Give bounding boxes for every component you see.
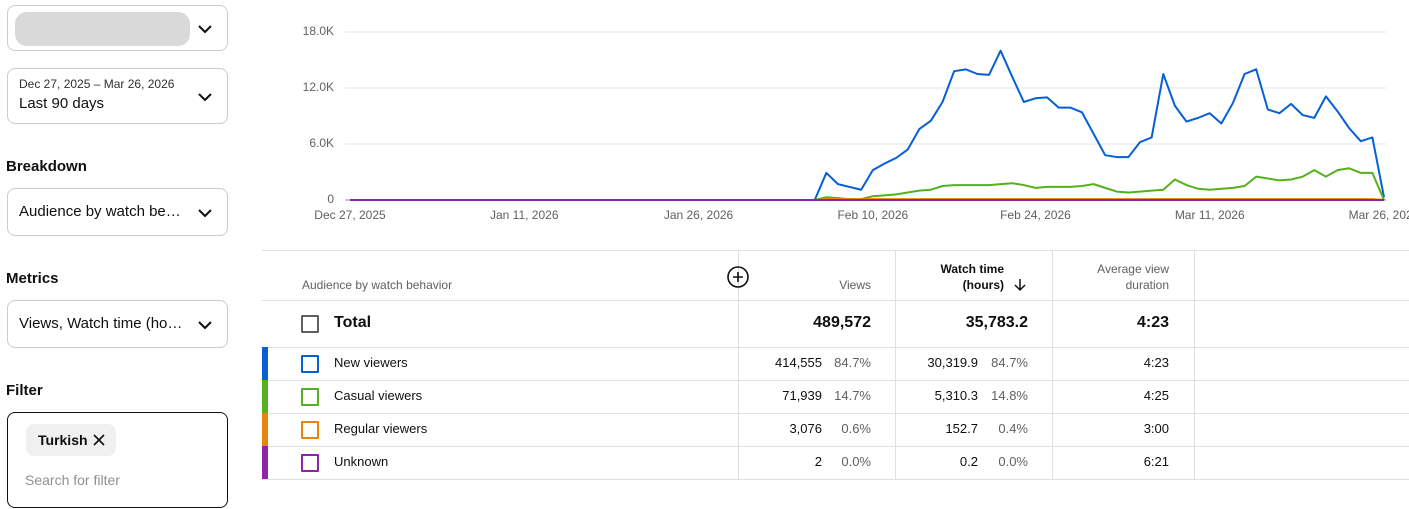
- checkbox[interactable]: [301, 355, 319, 373]
- y-tick-label: 0: [327, 192, 334, 206]
- total-avg-duration: 4:23: [1136, 314, 1169, 331]
- row-border: [262, 413, 1409, 414]
- chevron: [198, 25, 212, 34]
- row-border: [262, 446, 1409, 447]
- row-views-share: 84.7%: [834, 355, 871, 370]
- row-watch-share: 84.7%: [991, 355, 1028, 370]
- row-stripe: [262, 413, 268, 446]
- add-metric[interactable]: [726, 265, 750, 289]
- x-tick-label: Dec 27, 2025: [314, 208, 386, 222]
- row-views: 2: [814, 454, 822, 469]
- row-stripe: [262, 347, 268, 380]
- row-border: [262, 347, 1409, 348]
- row-border: [262, 380, 1409, 381]
- row-label: New viewers: [334, 355, 408, 370]
- y-tick-label: 18.0K: [303, 24, 334, 38]
- x-tick-label: Feb 10, 2026: [837, 208, 908, 222]
- header-views: Views: [839, 278, 871, 292]
- series-line: [350, 49, 1385, 201]
- row-views: 71,939: [782, 388, 822, 403]
- row-avg-duration: 3:00: [1143, 421, 1169, 436]
- x-tick-label: Feb 24, 2026: [1000, 208, 1071, 222]
- row-watch-share: 0.4%: [998, 421, 1028, 436]
- checkbox[interactable]: [301, 454, 319, 472]
- row-watch-time: 152.7: [945, 421, 978, 436]
- chart: 0 6.0K 12.0K 18.0K Dec 27, 2025 Jan 11, 2026 J…: [303, 24, 1409, 222]
- checkbox[interactable]: [301, 315, 319, 333]
- chip-label: Turkish: [38, 432, 88, 448]
- x-tick-label: Jan 11, 2026: [490, 208, 559, 222]
- header-watch-time: Watch time (hours): [940, 262, 1004, 292]
- x-tick-label: Jan 26, 2026: [664, 208, 734, 222]
- y-tick-label: 6.0K: [309, 136, 334, 150]
- metrics-value: Views, Watch time (ho…: [19, 315, 183, 332]
- column-border: [1194, 250, 1195, 479]
- row-label: Casual viewers: [334, 388, 423, 403]
- sort-arrow: [1013, 278, 1027, 292]
- header-avg-duration: Average view duration: [1097, 262, 1169, 292]
- row-watch-share: 0.0%: [998, 454, 1028, 469]
- breakdown-value: Audience by watch be…: [19, 203, 181, 220]
- row-views-share: 0.0%: [841, 454, 871, 469]
- row-avg-duration: 6:21: [1143, 454, 1169, 469]
- metrics-label: Metrics: [6, 270, 59, 287]
- chevron: [198, 93, 212, 102]
- row-watch-time: 0.2: [959, 454, 978, 469]
- date-range: Dec 27, 2025 – Mar 26, 2026: [19, 77, 175, 91]
- date-select[interactable]: Dec 27, 2025 – Mar 26, 2026 Last 90 days: [7, 68, 228, 124]
- row-label: Regular viewers: [334, 421, 428, 436]
- chip-close[interactable]: [93, 434, 105, 446]
- filter-placeholder: Search for filter: [25, 472, 120, 488]
- total-watch-time: 35,783.2: [965, 314, 1028, 331]
- row-border: [262, 479, 1409, 480]
- breakdown-label: Breakdown: [6, 158, 87, 175]
- checkbox[interactable]: [301, 421, 319, 439]
- row-avg-duration: 4:25: [1143, 388, 1169, 403]
- channel-select[interactable]: [7, 5, 228, 51]
- blurred-placeholder: [15, 12, 190, 46]
- row-avg-duration: 4:23: [1143, 355, 1169, 370]
- row-views: 3,076: [789, 421, 822, 436]
- total-label: Total: [334, 314, 372, 331]
- row-watch-time: 5,310.3: [934, 388, 978, 403]
- row-border: [262, 250, 1409, 251]
- y-tick-label: 12.0K: [303, 80, 334, 94]
- header-dimension: Audience by watch behavior: [302, 278, 453, 292]
- x-tick-label: Mar 11, 2026: [1175, 208, 1245, 222]
- row-views-share: 14.7%: [834, 388, 871, 403]
- row-watch-time: 30,319.9: [927, 355, 978, 370]
- chevron: [198, 209, 212, 218]
- row-label: Unknown: [334, 454, 389, 469]
- filter-box[interactable]: Turkish Search for filter: [7, 412, 228, 508]
- metrics-select[interactable]: Views, Watch time (ho…: [7, 300, 228, 348]
- row-views-share: 0.6%: [841, 421, 871, 436]
- chevron: [198, 321, 212, 330]
- row-stripe: [262, 380, 268, 413]
- row-stripe: [262, 446, 268, 479]
- checkbox[interactable]: [301, 388, 319, 406]
- row-watch-share: 14.8%: [991, 388, 1028, 403]
- breakdown-select[interactable]: Audience by watch be…: [7, 188, 228, 236]
- filter-chip[interactable]: Turkish: [26, 424, 116, 456]
- series-line: [350, 167, 1385, 201]
- filter-label: Filter: [6, 382, 43, 399]
- x-tick-label: Mar 26, 2026: [1349, 208, 1409, 222]
- row-views: 414,555: [775, 355, 822, 370]
- period: Last 90 days: [19, 95, 105, 112]
- column-border: [1052, 250, 1053, 479]
- column-border: [895, 250, 896, 479]
- row-border: [262, 300, 1409, 301]
- total-views: 489,572: [813, 314, 871, 331]
